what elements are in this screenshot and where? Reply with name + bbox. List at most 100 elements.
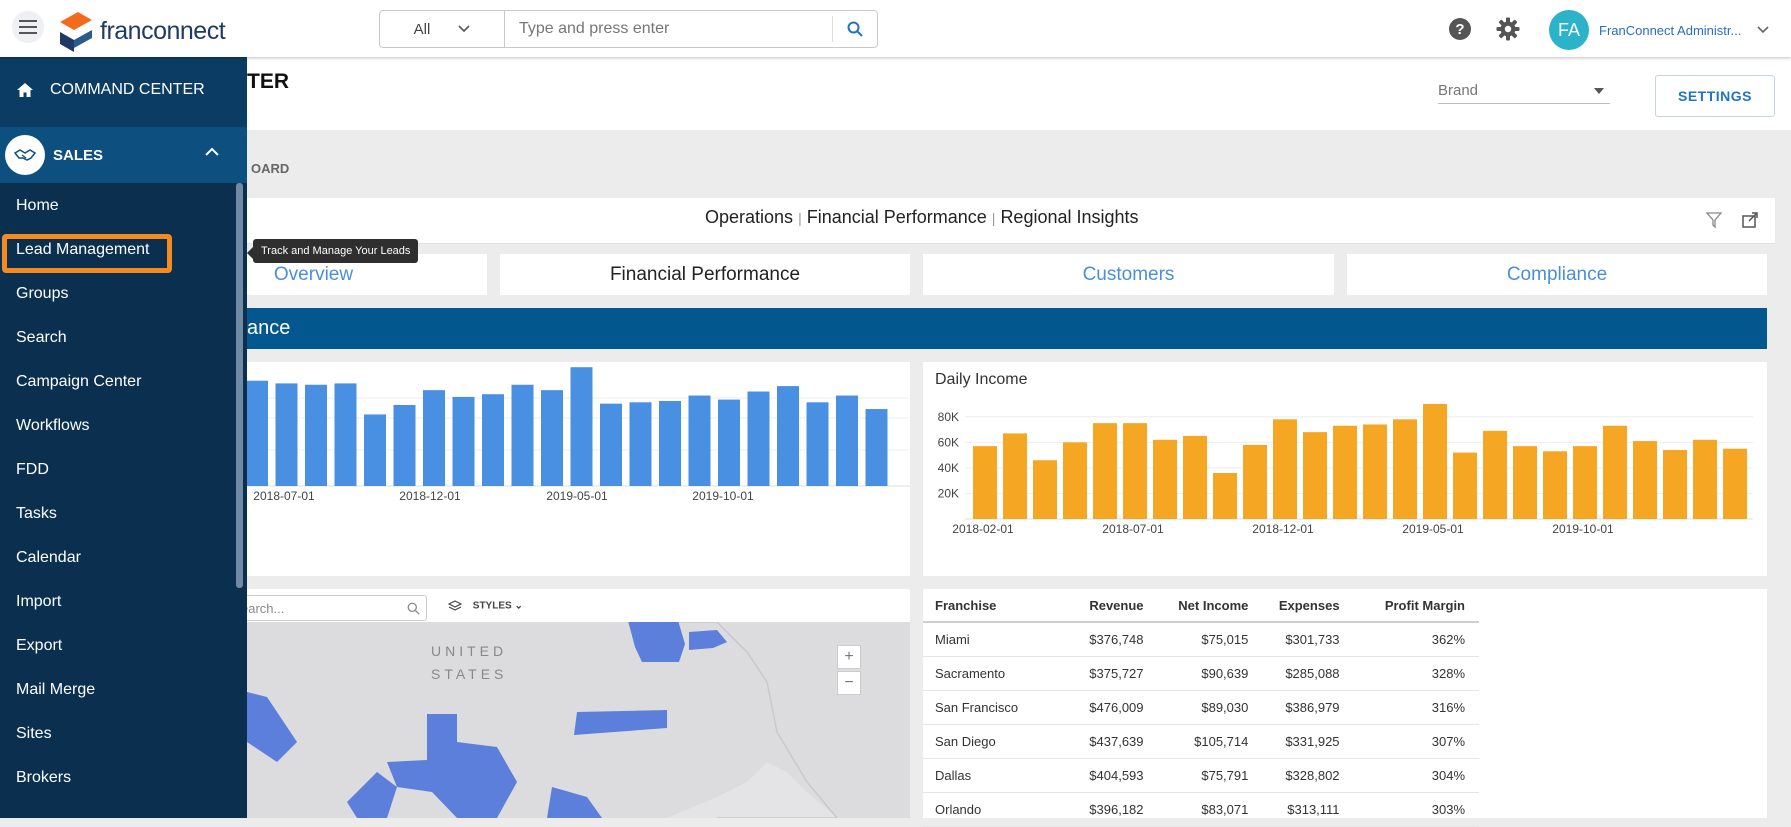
map-search-input[interactable]: earch...	[232, 595, 427, 621]
bar[interactable]	[541, 390, 563, 486]
bar[interactable]	[629, 402, 652, 486]
sidebar-item-campaign-center[interactable]: Campaign Center	[16, 373, 142, 390]
table-row[interactable]: Dallas $404,593 $75,791 $328,802 304%	[923, 758, 1479, 793]
bar[interactable]	[275, 383, 298, 486]
bar[interactable]	[1633, 441, 1657, 519]
sidebar-item-command-center[interactable]: COMMAND CENTER	[0, 57, 247, 123]
sidebar-item-sites[interactable]: Sites	[16, 725, 52, 742]
bar[interactable]	[570, 367, 593, 486]
bar[interactable]	[1573, 446, 1597, 519]
bar[interactable]	[334, 383, 357, 486]
sidebar-item-export[interactable]: Export	[16, 637, 63, 654]
column-header[interactable]: Net Income	[1144, 589, 1250, 623]
bar[interactable]	[1093, 423, 1117, 519]
bar[interactable]	[1333, 425, 1357, 519]
bar[interactable]	[806, 402, 829, 486]
chevron-down-icon[interactable]	[1757, 26, 1769, 34]
bar[interactable]	[718, 399, 740, 486]
user-name[interactable]: FranConnect Administr...	[1599, 23, 1742, 38]
search-scope-select[interactable]: All	[380, 11, 505, 47]
bar[interactable]	[1693, 439, 1717, 519]
tab-customers[interactable]: Customers	[923, 254, 1334, 295]
table-row[interactable]: Orlando $396,182 $83,071 $313,111 303%	[923, 792, 1479, 827]
bar[interactable]	[973, 446, 997, 519]
bar[interactable]	[1423, 404, 1447, 519]
bar[interactable]	[482, 394, 504, 486]
bar[interactable]	[1483, 430, 1507, 519]
sidebar-section-sales[interactable]: SALES	[0, 127, 247, 183]
bar[interactable]	[747, 391, 770, 487]
gear-icon[interactable]	[1496, 17, 1520, 41]
bar[interactable]	[1153, 439, 1177, 519]
bar[interactable]	[1123, 423, 1147, 519]
bar[interactable]	[1723, 448, 1747, 519]
bar[interactable]	[600, 403, 622, 486]
sidebar-item-tasks[interactable]: Tasks	[16, 505, 57, 522]
avatar[interactable]: FA	[1549, 10, 1589, 50]
column-header[interactable]: Franchise	[923, 589, 1063, 623]
filter-icon[interactable]	[1705, 211, 1723, 229]
bar[interactable]	[393, 405, 416, 486]
sidebar-item-groups[interactable]: Groups	[16, 285, 69, 302]
sidebar-item-brokers[interactable]: Brokers	[16, 769, 72, 786]
tab-financial-performance-section[interactable]: Financial Performance	[500, 254, 910, 295]
column-header[interactable]: Revenue	[1062, 589, 1145, 623]
bar[interactable]	[1213, 473, 1237, 519]
sidebar-item-search[interactable]: Search	[16, 329, 67, 346]
bar[interactable]	[1303, 432, 1327, 519]
bar[interactable]	[659, 400, 681, 486]
search-input[interactable]	[505, 13, 832, 45]
tab-compliance[interactable]: Compliance	[1347, 254, 1767, 295]
sidebar-item-workflows[interactable]: Workflows	[16, 417, 90, 434]
help-icon[interactable]: ?	[1448, 17, 1472, 41]
chevron-up-icon[interactable]	[204, 147, 220, 157]
bar[interactable]	[1243, 444, 1267, 519]
bar[interactable]	[1183, 435, 1207, 519]
table-row[interactable]: San Diego $437,639 $105,714 $331,925 307%	[923, 724, 1479, 759]
table-row[interactable]: San Francisco $476,009 $89,030 $386,979 316%	[923, 690, 1479, 725]
bar[interactable]	[1603, 425, 1627, 519]
bar[interactable]	[865, 409, 888, 486]
us-map[interactable]	[247, 617, 910, 819]
bar[interactable]	[836, 395, 858, 486]
table-row[interactable]: Miami $376,748 $75,015 $301,733 362%	[923, 622, 1479, 657]
sidebar-item-fdd[interactable]: FDD	[16, 461, 49, 478]
menu-icon[interactable]	[12, 11, 44, 43]
bar[interactable]	[1033, 460, 1057, 519]
zoom-out-button[interactable]: −	[837, 671, 861, 695]
map-styles-button[interactable]: STYLES ⌄	[447, 600, 523, 612]
bar[interactable]	[1393, 419, 1417, 519]
bar[interactable]	[305, 384, 327, 486]
share-icon[interactable]	[1741, 211, 1759, 229]
bar[interactable]	[1003, 433, 1027, 519]
column-header[interactable]: Profit Margin	[1340, 589, 1479, 623]
bar[interactable]	[364, 414, 386, 486]
bar[interactable]	[1453, 452, 1477, 519]
tab-operations[interactable]: Operations	[705, 207, 794, 227]
bar[interactable]	[423, 390, 445, 486]
bar[interactable]	[777, 386, 799, 486]
bar[interactable]	[1063, 442, 1087, 519]
sidebar-item-import[interactable]: Import	[16, 593, 62, 610]
bar[interactable]	[452, 396, 475, 486]
bar[interactable]	[688, 395, 711, 486]
table-row[interactable]: Sacramento $375,727 $90,639 $285,088 328%	[923, 656, 1479, 691]
bar[interactable]	[1513, 446, 1537, 519]
zoom-in-button[interactable]: +	[837, 645, 861, 669]
sidebar-item-mail-merge[interactable]: Mail Merge	[16, 681, 96, 698]
column-header[interactable]: Expenses	[1249, 589, 1341, 623]
bar[interactable]	[511, 384, 534, 486]
franconnect-logo[interactable]: franconnect	[56, 8, 226, 54]
bar[interactable]	[246, 380, 268, 486]
tab-financial-performance[interactable]: Financial Performance	[806, 207, 987, 227]
search-button[interactable]	[832, 16, 877, 42]
sidebar-item-calendar[interactable]: Calendar	[16, 549, 81, 566]
sidebar-item-home[interactable]: Home	[16, 197, 59, 214]
bar[interactable]	[1363, 424, 1387, 519]
settings-button[interactable]: SETTINGS	[1655, 75, 1775, 117]
bar[interactable]	[1273, 419, 1297, 519]
tab-regional-insights[interactable]: Regional Insights	[1000, 207, 1139, 227]
sidebar-item-lead-management[interactable]: Lead Management	[16, 241, 150, 258]
bar[interactable]	[1663, 450, 1687, 519]
brand-select[interactable]: Brand	[1438, 82, 1610, 104]
